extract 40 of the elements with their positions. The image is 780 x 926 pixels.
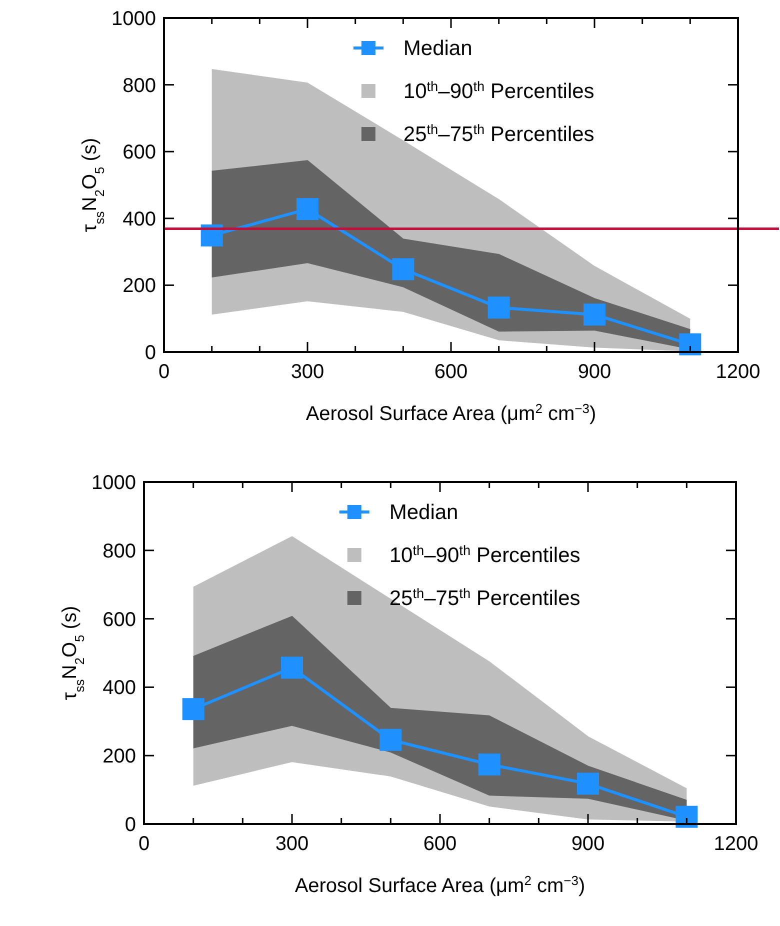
y-tick-label: 200 xyxy=(102,746,136,768)
point xyxy=(584,304,606,326)
x-tick-label: 600 xyxy=(434,361,468,383)
y-tick-label: 600 xyxy=(122,142,156,164)
point xyxy=(676,806,698,828)
x-tick-label: 300 xyxy=(275,833,309,855)
point xyxy=(380,728,402,751)
x-tick-label: 600 xyxy=(423,833,457,855)
legend-label: Median xyxy=(389,501,458,524)
x-tick-label: 0 xyxy=(158,361,170,383)
x-tick-label: 300 xyxy=(290,361,324,383)
legend-label: Median xyxy=(403,37,472,60)
y-tick-label: 800 xyxy=(102,540,136,562)
legend-label: 10$^{th}$–90$^{th}$ Percentiles xyxy=(403,78,594,103)
y-tick-label: 1000 xyxy=(112,8,156,30)
legend-label: 10$^{th}$–90$^{th}$ Percentiles xyxy=(389,542,580,567)
x-axis-title: Aerosol Surface Area (μm$^{2}$ cm$^{−3}$) xyxy=(294,872,586,897)
y-tick-label: 400 xyxy=(102,677,136,700)
y-tick-label: 0 xyxy=(144,342,156,364)
x-tick-label: 900 xyxy=(571,833,605,855)
y-tick-label: 0 xyxy=(124,814,136,836)
y-tick-label: 600 xyxy=(102,608,136,631)
legend-label: 25$^{th}$–75$^{th}$ Percentiles xyxy=(403,122,594,146)
y-tick-label: 1000 xyxy=(92,472,136,494)
point xyxy=(679,333,702,356)
y-tick-label: 400 xyxy=(122,208,156,230)
x-axis-title: Aerosol Surface Area (μm$^{2}$ cm$^{−3}$) xyxy=(306,400,596,425)
x-tick-label: 1200 xyxy=(716,361,760,383)
point xyxy=(182,698,204,720)
point xyxy=(392,258,414,280)
y-tick-label: 200 xyxy=(122,275,156,298)
y-tick-label: 800 xyxy=(122,74,156,97)
point xyxy=(296,198,318,220)
point xyxy=(577,772,599,795)
point xyxy=(281,656,303,679)
legend-label: 25$^{th}$–75$^{th}$ Percentiles xyxy=(389,586,580,610)
x-tick-label: 1200 xyxy=(714,833,758,855)
point xyxy=(488,296,510,319)
x-tick-label: 900 xyxy=(578,361,612,383)
point xyxy=(478,753,500,776)
